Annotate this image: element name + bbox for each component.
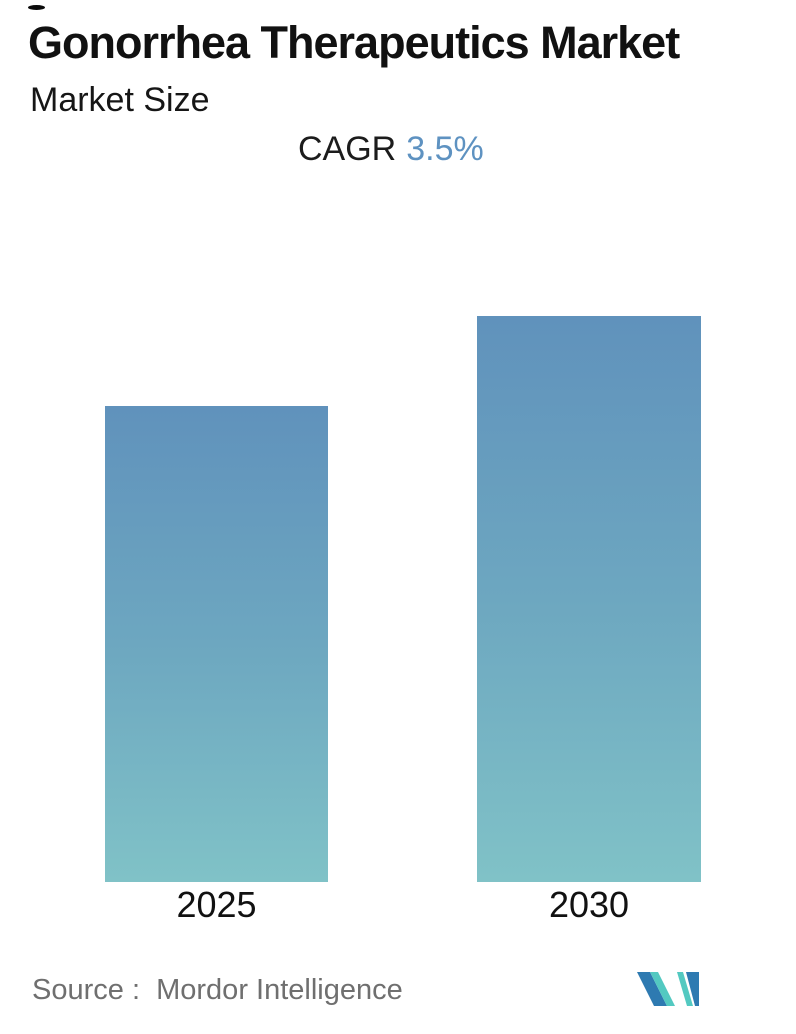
mordor-intelligence-logo: [637, 972, 699, 1006]
x-axis-label-2030: 2030: [548, 884, 630, 925]
logo-right-bar: [686, 972, 699, 1006]
logo-mid-diagonal: [650, 972, 675, 1006]
bar-2025: [105, 406, 328, 882]
page-title: Gonorrhea Therapeutics Market: [28, 17, 680, 68]
chart-subtitle: Market Size: [30, 81, 210, 119]
bar-2030: [477, 316, 701, 882]
logo-left-diagonal: [637, 972, 667, 1006]
source-attribution: Source : Mordor Intelligence: [32, 974, 403, 1006]
cagr-annotation: CAGR 3.5%: [298, 130, 484, 169]
cagr-value: 3.5%: [406, 130, 484, 168]
logo-right-diagonal: [677, 972, 693, 1006]
cagr-label: CAGR: [298, 130, 397, 168]
x-axis-label-2025: 2025: [176, 884, 257, 925]
cropped-edge-mark: [28, 5, 45, 10]
